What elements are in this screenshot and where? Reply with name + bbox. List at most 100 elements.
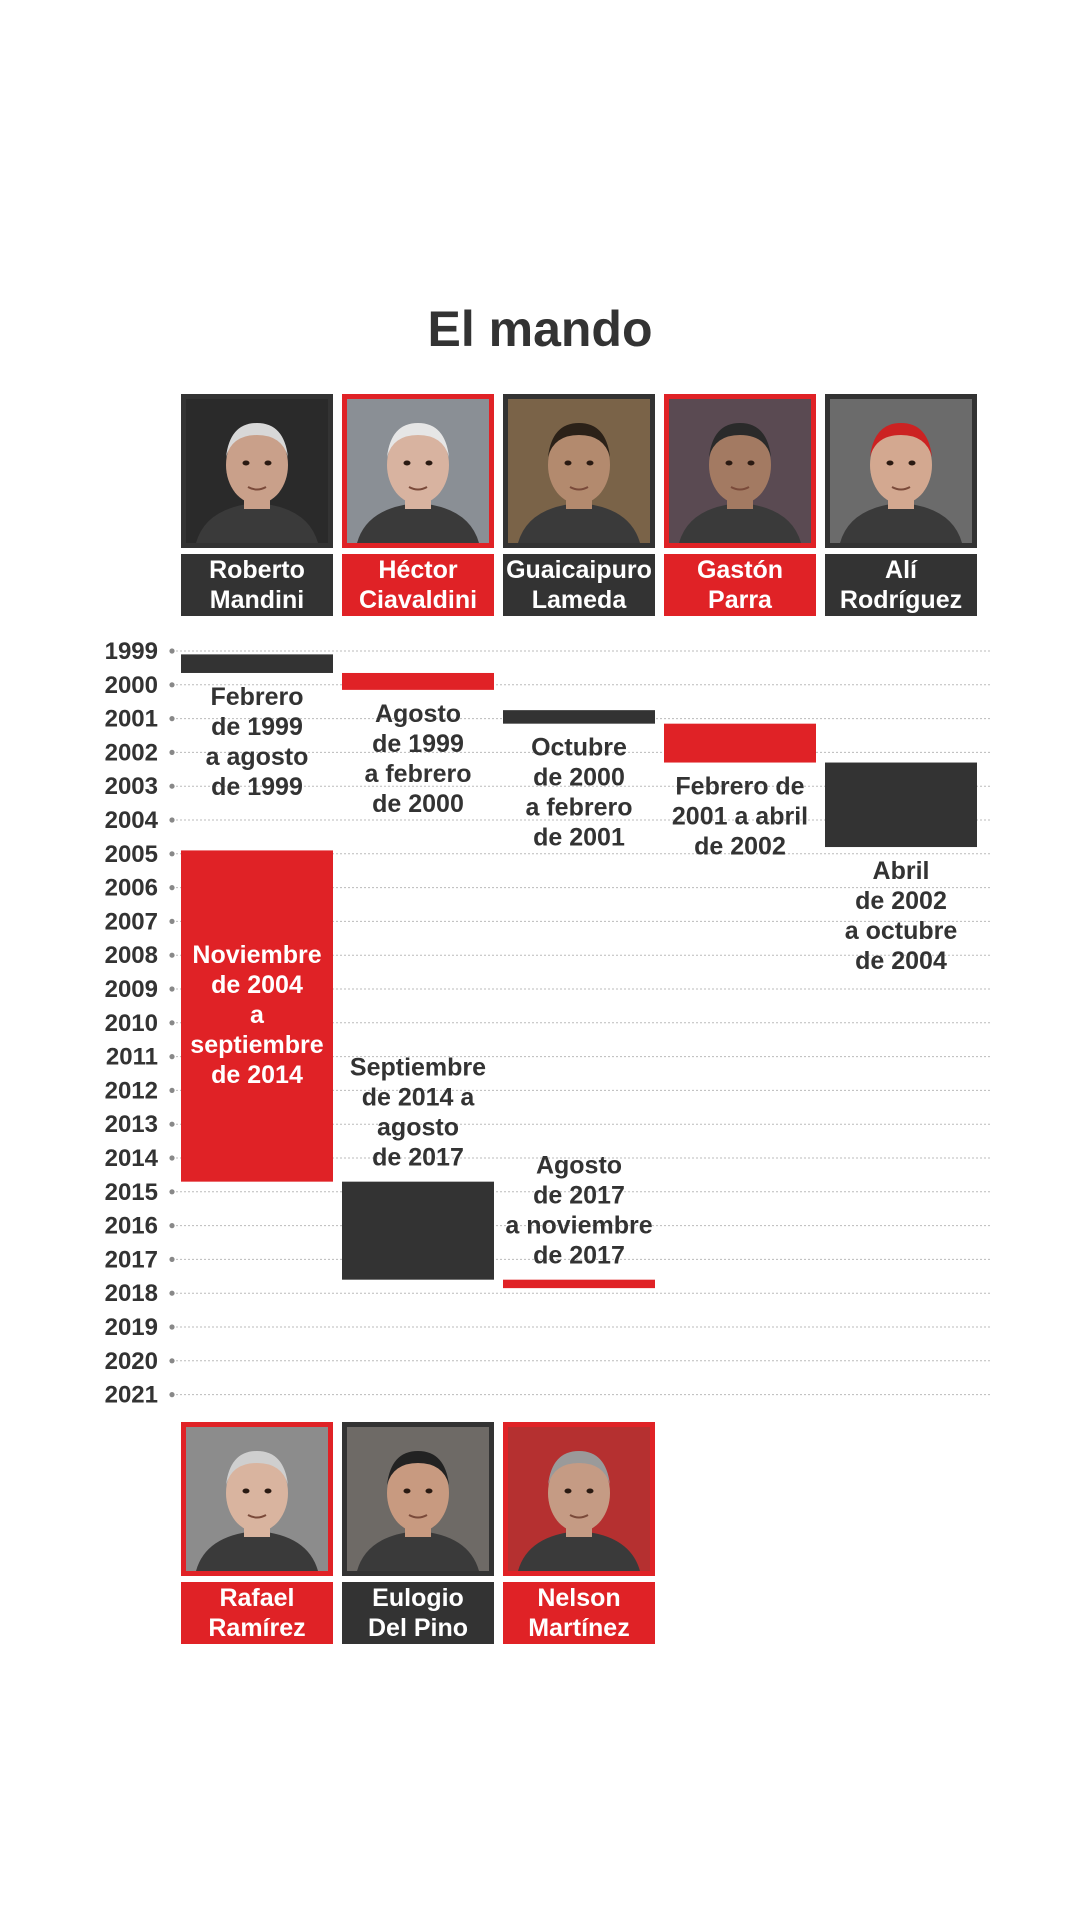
tick-mark	[169, 952, 175, 958]
tick-mark	[169, 1290, 175, 1296]
person-first-name: Eulogio	[372, 1584, 464, 1612]
portrait-guaicaipuro-lameda	[503, 394, 655, 548]
period-label-line: 2001 a abril	[672, 803, 808, 831]
person-last-name: Ramírez	[208, 1614, 306, 1642]
tick-mark	[169, 1256, 175, 1262]
period-label: Octubre de 2000 a febrero de 2001	[526, 734, 633, 852]
period-label-line: a noviembre	[505, 1212, 652, 1240]
tick-mark	[169, 682, 175, 688]
person-name: Eulogio Del Pino	[342, 1582, 494, 1644]
period-label-line: de 2017	[533, 1182, 625, 1210]
period-label: Agosto de 2017 a noviembre de 2017	[505, 1152, 652, 1270]
tick-label: 2002	[105, 739, 158, 766]
period-label-line: agosto	[377, 1114, 459, 1142]
person-name: Guaicaipuro Lameda	[503, 554, 655, 616]
person-first-name: Nelson	[537, 1584, 621, 1612]
tick-mark	[169, 1358, 175, 1364]
period-label-line: Agosto	[536, 1152, 622, 1180]
tick-label: 2000	[105, 672, 158, 699]
person-last-name: Rodríguez	[839, 586, 963, 614]
tick-mark	[169, 783, 175, 789]
tick-label: 2007	[105, 908, 158, 935]
tick-label: 2003	[105, 773, 158, 800]
tenure-bar	[503, 710, 655, 724]
period-label: Febrero de 2001 a abril de 2002	[672, 773, 808, 861]
tick-label: 2001	[105, 706, 158, 733]
period-label: Noviembre de 2004 a septiembre de 2014	[190, 941, 323, 1089]
person-name: Héctor Ciavaldini	[342, 554, 494, 616]
tick-mark	[169, 817, 175, 823]
tick-label: 2011	[106, 1044, 158, 1071]
tick-label: 2013	[105, 1111, 158, 1138]
person-first-name: Rafael	[219, 1584, 295, 1612]
tenure-bar	[503, 1279, 655, 1289]
person-last-name: Martínez	[528, 1614, 630, 1642]
tick-label: 2012	[105, 1077, 158, 1104]
tick-label: 2009	[105, 976, 158, 1003]
person-first-name: Alí	[885, 556, 917, 584]
period-label-line: de 2001	[533, 824, 625, 852]
portrait-gaston-parra	[664, 394, 816, 548]
tick-mark	[169, 1189, 175, 1195]
person-name: Alí Rodríguez	[825, 554, 977, 616]
period-label-line: de 2002	[694, 833, 786, 861]
tick-mark	[169, 918, 175, 925]
period-label-line: de 2014	[211, 1061, 303, 1089]
period-label-line: de 2017	[372, 1144, 464, 1172]
period-label-line: a febrero	[365, 760, 472, 788]
period-label-line: a agosto	[206, 743, 309, 771]
person-card: Nelson Martínez	[503, 1422, 655, 1644]
portrait-roberto-mandini	[181, 394, 333, 548]
period-label-line: de 2004	[855, 947, 947, 975]
portrait-ali-rodriguez	[825, 394, 977, 548]
tick-label: 2017	[105, 1246, 158, 1273]
person-last-name: Lameda	[531, 586, 627, 614]
tick-mark	[169, 1392, 175, 1398]
portrait-eulogio-del-pino	[342, 1422, 494, 1576]
tick-mark	[169, 1020, 175, 1026]
tick-mark	[169, 1155, 175, 1161]
period-label-line: de 2017	[533, 1242, 625, 1270]
tick-label: 2014	[105, 1145, 159, 1172]
person-name: Rafael Ramírez	[181, 1582, 333, 1644]
tick-label: 2004	[105, 807, 159, 834]
portrait-rafael-ramirez	[181, 1422, 333, 1576]
period-label: Febrero de 1999 a agosto de 1999	[206, 683, 309, 801]
tick-mark	[169, 648, 175, 654]
period-label-line: de 2002	[855, 887, 947, 915]
tick-label: 2010	[105, 1010, 158, 1037]
period-label-line: de 2000	[533, 764, 625, 792]
person-first-name: Guaicaipuro	[506, 556, 652, 584]
tenure-bar	[181, 850, 333, 1182]
period-label-line: Febrero de	[675, 773, 804, 801]
tick-label: 1999	[105, 638, 158, 665]
tick-label: 2016	[105, 1213, 158, 1240]
period-label-line: a	[250, 1001, 265, 1029]
tick-mark	[169, 1324, 175, 1330]
person-card: Guaicaipuro Lameda	[503, 394, 655, 616]
period-label-line: septiembre	[190, 1031, 323, 1059]
tick-label: 2021	[105, 1382, 158, 1409]
person-card: Eulogio Del Pino	[342, 1422, 494, 1644]
tick-mark	[169, 1223, 175, 1229]
tenure-bar	[181, 654, 333, 673]
period-label-line: de 2000	[372, 790, 464, 818]
tick-label: 2015	[105, 1179, 158, 1206]
period-label-line: Febrero	[210, 683, 303, 711]
tick-mark	[169, 885, 175, 891]
tick-label: 2019	[105, 1314, 158, 1341]
period-label: Septiembre de 2014 a agosto de 2017	[350, 1054, 486, 1172]
tick-mark	[169, 716, 175, 722]
tick-mark	[169, 1121, 175, 1127]
person-first-name: Gastón	[696, 556, 784, 584]
period-label-line: de 1999	[211, 773, 303, 801]
tick-mark	[169, 851, 175, 857]
person-first-name: Héctor	[378, 556, 458, 584]
portrait-nelson-martinez	[503, 1422, 655, 1576]
tick-label: 2020	[105, 1348, 158, 1375]
period-label-line: Abril	[873, 857, 930, 885]
tick-label: 2018	[105, 1280, 158, 1307]
period-label-line: de 2004	[211, 971, 303, 999]
period-label-line: Septiembre	[350, 1054, 486, 1082]
period-label-line: de 1999	[211, 713, 303, 741]
